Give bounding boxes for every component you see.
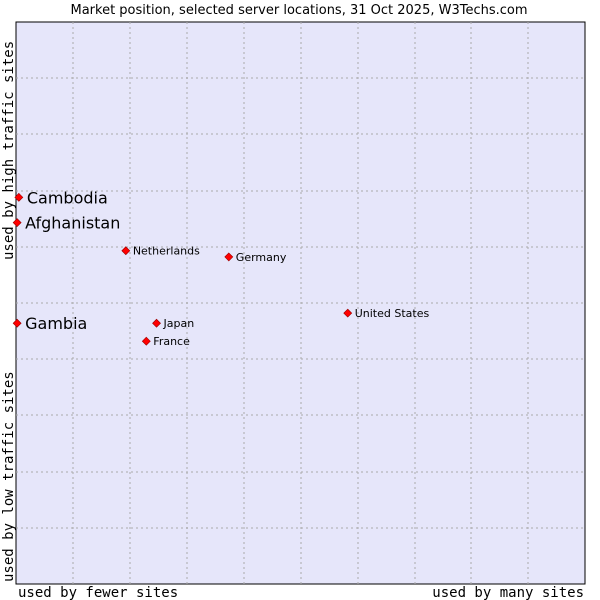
point-label-united-states: United States (355, 307, 430, 320)
y-axis-label-bottom: used by low traffic sites (1, 371, 17, 582)
point-marker-gambia (12, 318, 22, 328)
point-marker-netherlands (121, 246, 131, 256)
point-label-afghanistan: Afghanistan (25, 214, 120, 233)
point-label-gambia: Gambia (25, 314, 87, 333)
point-marker-afghanistan (12, 218, 22, 228)
y-axis-label-top: used by high traffic sites (1, 41, 17, 260)
point-label-france: France (153, 335, 190, 348)
point-marker-cambodia (14, 192, 24, 202)
point-label-cambodia: Cambodia (27, 188, 108, 207)
data-points: Cambodia Afghanistan Gambia Netherlands Germ… (12, 188, 430, 348)
x-axis-label-right: used by many sites (432, 585, 584, 600)
grid (16, 22, 585, 584)
point-label-germany: Germany (236, 251, 287, 264)
point-label-netherlands: Netherlands (133, 245, 200, 258)
x-axis-label-left: used by fewer sites (18, 585, 178, 600)
point-marker-united-states (343, 308, 353, 318)
point-marker-japan (152, 318, 161, 328)
point-marker-germany (224, 252, 234, 262)
point-marker-france (141, 336, 151, 346)
point-label-japan: Japan (163, 317, 195, 330)
chart-title: Market position, selected server locatio… (70, 3, 527, 18)
